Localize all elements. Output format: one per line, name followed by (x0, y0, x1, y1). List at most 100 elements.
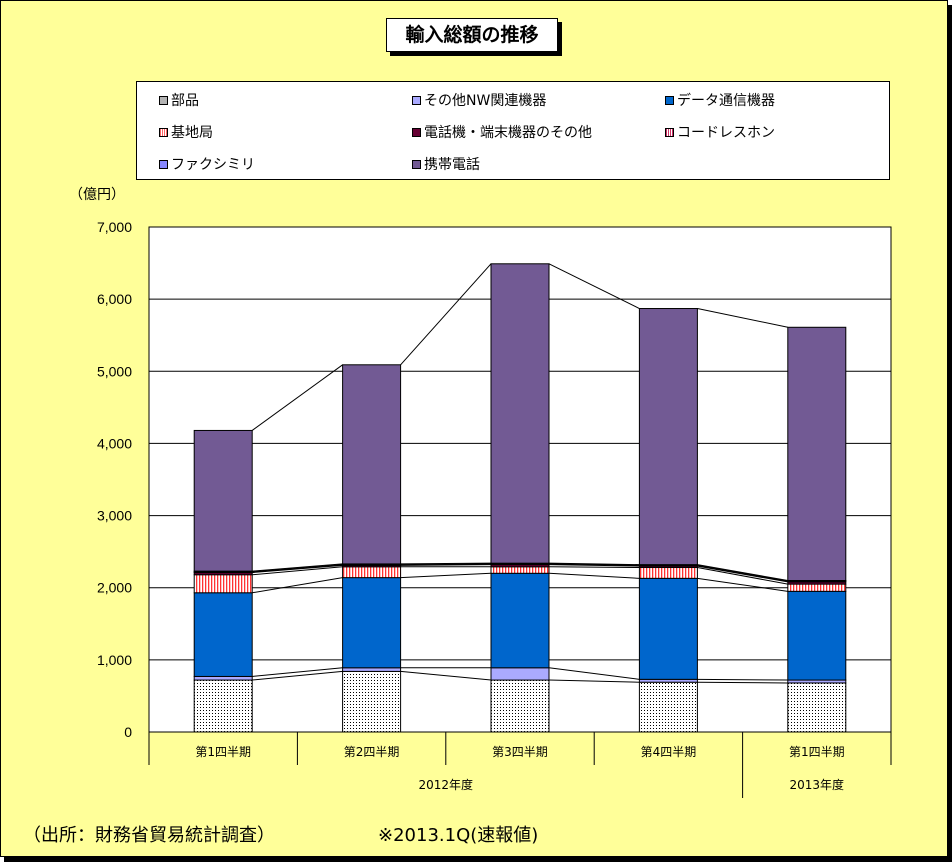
connector-line (400, 564, 492, 566)
bar-segment-data_comm (193, 592, 253, 677)
connector-line (252, 564, 343, 573)
legend-label-cordless: コードレスホン (677, 125, 775, 141)
connector-line (251, 364, 343, 431)
x-category-label: 第1四半期 (789, 745, 845, 759)
connector-line (252, 670, 343, 681)
legend-item-cordless: コードレスホン (665, 122, 775, 142)
legend-swatch-mobile (412, 159, 421, 169)
connector-line (548, 263, 640, 309)
y-axis-unit-label: （億円） (69, 187, 125, 203)
connector-line (548, 564, 640, 567)
legend-item-phone-other: 電話機・端末機器のその他 (412, 122, 592, 142)
bar-segment-data_comm (787, 590, 847, 681)
legend-swatch-parts (159, 95, 168, 105)
y-tick-label: 6,000 (97, 291, 132, 307)
bar-segment-base_station (193, 574, 253, 594)
x-category-label: 第4四半期 (641, 745, 697, 759)
x-axis: 第1四半期 第2四半期 第3四半期 第4四半期 第1四半期 2012年度 2013年度 (148, 732, 892, 798)
y-axis-tick-labels: 0 1,000 2,000 3,000 4,000 5,000 6,000 7,000 (97, 219, 132, 740)
legend-swatch-other-nw (412, 95, 421, 105)
bar-segment-other_nw (193, 675, 253, 681)
connector-line (400, 563, 492, 566)
bar-segment-mobile (638, 308, 698, 566)
connector-line (697, 308, 788, 328)
bar-segment-mobile (342, 364, 402, 565)
bar-segment-mobile (787, 326, 847, 581)
chart-title: 輸入総額の推移 (386, 18, 558, 52)
legend-label-other-nw: その他NW関連機器 (424, 93, 547, 109)
y-tick-label: 2,000 (97, 580, 132, 596)
legend-item-base-station: 基地局 (159, 122, 213, 142)
connector-line (697, 567, 788, 585)
connector-line (697, 564, 788, 581)
preliminary-note: ※2013.1Q(速報値) (378, 825, 539, 846)
connector-line (252, 577, 343, 594)
bar-segment-data_comm (490, 572, 550, 669)
connector-line (548, 566, 640, 569)
connector-line (400, 572, 492, 579)
connector-line (548, 563, 640, 566)
bar-segment-data_comm (638, 577, 698, 680)
y-tick-label: 5,000 (97, 363, 132, 379)
series-connector-lines (251, 263, 788, 684)
legend: 部品 その他NW関連機器 データ通信機器 基地局 電話機・端末機器のその他 コー… (136, 81, 890, 180)
y-tick-label: 7,000 (97, 219, 132, 235)
bar-segment-base_station (787, 583, 847, 592)
connector-line (697, 678, 788, 681)
x-group-label: 2013年度 (790, 777, 845, 792)
connector-line (252, 667, 343, 677)
y-tick-label: 1,000 (97, 652, 132, 668)
bar-segment-parts (787, 682, 847, 733)
connector-line (548, 572, 640, 579)
bar-segment-other_nw (490, 667, 550, 681)
y-tick-label: 0 (124, 724, 132, 740)
bar-segment-parts (638, 681, 698, 733)
bar-segment-other_nw (342, 667, 402, 672)
legend-item-parts: 部品 (159, 90, 199, 110)
legend-label-fax: ファクシミリ (171, 157, 255, 173)
connector-line (548, 679, 640, 683)
legend-item-mobile: 携帯電話 (412, 154, 480, 174)
y-tick-label: 4,000 (97, 435, 132, 451)
connector-line (697, 564, 788, 582)
connector-line (697, 577, 788, 592)
connector-line (400, 670, 492, 681)
connector-line (697, 681, 788, 684)
connector-line (252, 563, 343, 572)
bar-segment-parts (490, 679, 550, 733)
connector-line (252, 564, 343, 574)
bar-segment-base_station (490, 566, 550, 574)
connector-line (697, 565, 788, 583)
bar-segment-data_comm (342, 577, 402, 669)
legend-swatch-base-station (159, 127, 168, 137)
source-note: （出所：財務省貿易統計調査） (23, 825, 275, 846)
bar-segment-parts (193, 679, 253, 733)
legend-swatch-fax (159, 159, 168, 169)
x-group-label: 2012年度 (419, 777, 474, 792)
connector-line (400, 562, 492, 565)
x-category-label: 第2四半期 (344, 745, 400, 759)
legend-item-other-nw: その他NW関連機器 (412, 90, 546, 110)
legend-item-data-comm: データ通信機器 (665, 90, 775, 110)
legend-label-parts: 部品 (171, 93, 199, 109)
legend-item-fax: ファクシミリ (159, 154, 255, 174)
connector-line (252, 566, 343, 576)
bar-segment-mobile (193, 429, 253, 572)
legend-swatch-data-comm (665, 95, 674, 105)
bar-segment-base_station (342, 566, 402, 579)
x-category-label: 第1四半期 (195, 745, 251, 759)
bars (193, 263, 847, 733)
bar-segment-parts (342, 670, 402, 733)
connector-line (548, 562, 640, 566)
x-category-label: 第3四半期 (492, 745, 548, 759)
legend-swatch-phone-other (412, 127, 421, 137)
y-tick-label: 3,000 (97, 508, 132, 524)
legend-label-phone-other: 電話機・端末機器のその他 (424, 125, 592, 141)
legend-label-mobile: 携帯電話 (424, 157, 480, 173)
bar-segment-base_station (638, 567, 698, 579)
legend-label-data-comm: データ通信機器 (677, 93, 775, 109)
legend-label-base-station: 基地局 (171, 125, 213, 141)
connector-line (548, 667, 640, 680)
